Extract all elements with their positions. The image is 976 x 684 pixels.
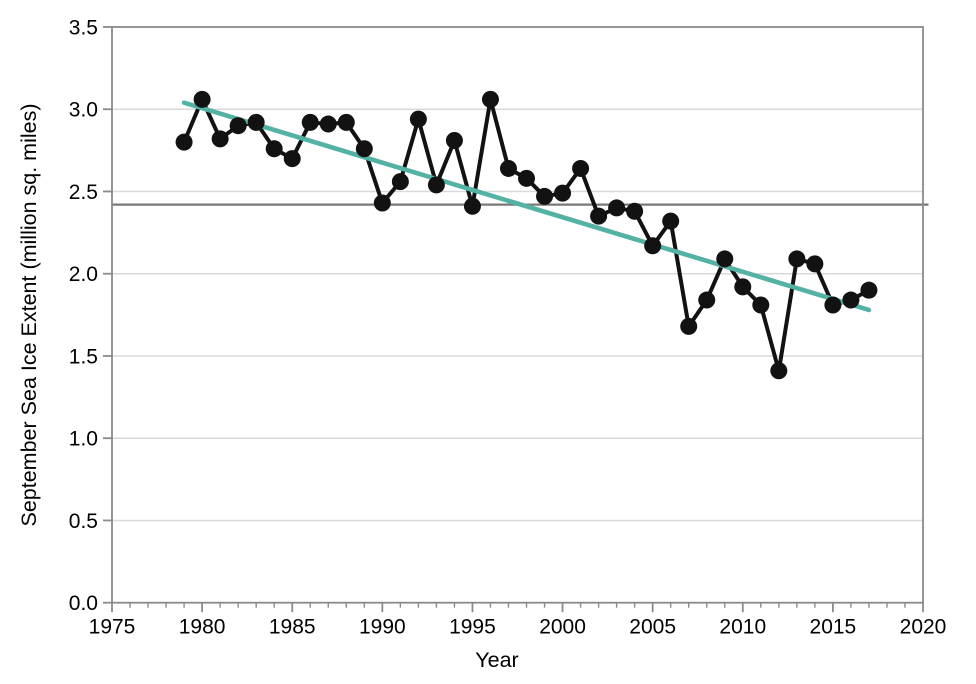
data-point-1988 [337,113,355,131]
ticks-layer [103,26,924,613]
x-tick-label-2010: 2010 [719,616,766,639]
data-point-1984 [265,140,283,158]
data-point-1999 [536,187,554,205]
x-tick-label-2005: 2005 [629,616,676,639]
plot-frame [111,26,924,604]
data-point-1998 [518,169,536,187]
sea-ice-series-line [182,97,871,373]
data-point-2014 [806,255,824,273]
data-point-1981 [211,130,229,148]
data-point-1985 [283,150,301,168]
x-tick-label-1995: 1995 [449,616,496,639]
x-tick-label-1985: 1985 [269,616,316,639]
data-point-1989 [355,140,373,158]
data-point-1995 [463,197,481,215]
y-tick-label-2.0: 2.0 [69,263,98,286]
data-point-2005 [644,237,662,255]
data-point-1983 [247,113,265,131]
data-point-2000 [554,184,572,202]
data-point-1979 [175,133,193,151]
x-tick-label-1980: 1980 [179,616,226,639]
y-tick-label-1.0: 1.0 [69,428,98,451]
data-point-2008 [698,291,716,309]
data-point-1991 [391,173,409,191]
x-tick-label-2000: 2000 [539,616,586,639]
y-axis-title: September Sea Ice Extent (million sq. mi… [17,104,41,527]
data-point-1992 [409,110,427,128]
data-point-1990 [373,194,391,212]
x-tick-label-1975: 1975 [89,616,136,639]
y-tick-label-0.5: 0.5 [69,510,98,533]
data-point-2007 [680,317,698,335]
x-axis-title: Year [475,648,518,672]
trend-line [181,100,872,313]
data-point-1996 [481,90,499,108]
data-point-2013 [788,250,806,268]
x-tick-label-1990: 1990 [359,616,406,639]
data-point-2011 [752,296,770,314]
data-point-1997 [499,159,517,177]
data-point-2010 [734,278,752,296]
data-series-layer [175,90,878,380]
x-tick-label-2020: 2020 [900,616,947,639]
data-point-1993 [427,176,445,194]
data-point-2017 [860,281,878,299]
y-tick-label-3.0: 3.0 [69,99,98,122]
x-tick-label-2015: 2015 [810,616,857,639]
y-tick-label-2.5: 2.5 [69,181,98,204]
data-point-2012 [770,362,788,380]
gridlines-layer [112,108,923,522]
data-point-1980 [193,90,211,108]
y-tick-label-3.5: 3.5 [69,17,98,40]
data-point-2015 [824,296,842,314]
data-point-2016 [842,291,860,309]
data-point-2001 [572,159,590,177]
data-point-2004 [626,202,644,220]
y-tick-label-0.0: 0.0 [69,592,98,615]
data-point-1982 [229,117,247,135]
data-point-1986 [301,113,319,131]
data-point-1987 [319,115,337,133]
axes-frame-layer [111,26,924,604]
y-tick-label-1.5: 1.5 [69,345,98,368]
data-point-2009 [716,250,734,268]
data-point-2002 [590,207,608,225]
data-point-2006 [662,212,680,230]
data-point-2003 [608,199,626,217]
tick-labels-layer: 0.0 0.5 1.0 1.5 2.0 2.5 3.0 3.5 1975 1980 1985 1990… [69,17,947,639]
data-point-1994 [445,131,463,149]
